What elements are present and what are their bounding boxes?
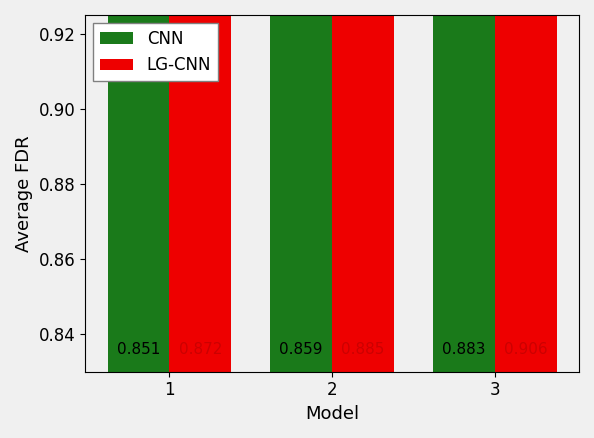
Text: 0.859: 0.859	[279, 342, 323, 357]
Bar	[433, 0, 495, 372]
Bar	[169, 0, 231, 372]
Text: 0.885: 0.885	[342, 342, 385, 357]
Text: 0.906: 0.906	[504, 342, 548, 357]
Text: 0.851: 0.851	[117, 342, 160, 357]
X-axis label: Model: Model	[305, 405, 359, 423]
Bar	[270, 0, 332, 372]
Bar	[495, 0, 557, 372]
Text: 0.872: 0.872	[179, 342, 222, 357]
Y-axis label: Average FDR: Average FDR	[15, 135, 33, 252]
Text: 0.883: 0.883	[442, 342, 485, 357]
Legend: CNN, LG-CNN: CNN, LG-CNN	[93, 23, 218, 81]
Bar	[332, 0, 394, 372]
Bar	[108, 0, 169, 372]
